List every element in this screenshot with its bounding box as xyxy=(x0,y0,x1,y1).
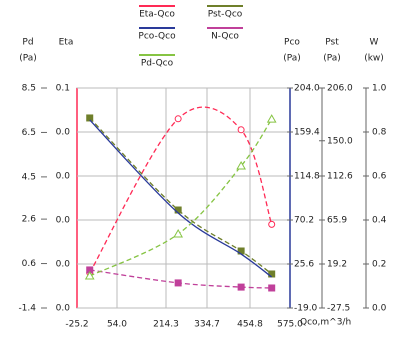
y-tick-label: 0.0 xyxy=(56,128,71,138)
y-tick-label: 114.8 xyxy=(294,172,320,182)
axis-title: Eta xyxy=(59,38,74,48)
y-tick-label: 6.5 xyxy=(22,128,36,138)
y-tick-label: 0.2 xyxy=(372,260,386,270)
data-point xyxy=(268,284,276,292)
y-tick-label: 0.1 xyxy=(56,84,70,94)
y-tick-label: -19.0 xyxy=(294,304,318,314)
y-tick-label: 0.0 xyxy=(56,172,71,182)
legend-label: Pco-Qco xyxy=(138,32,176,42)
y-tick-label: 4.5 xyxy=(22,172,36,182)
axis-unit: (Pa) xyxy=(19,54,37,64)
series-line xyxy=(89,269,272,289)
y-tick-label: 0.6 xyxy=(22,259,37,269)
data-point xyxy=(236,160,246,170)
y-tick-label: 1.0 xyxy=(372,84,387,94)
data-point xyxy=(237,247,245,255)
data-point xyxy=(173,228,184,238)
y-tick-label: 204.0 xyxy=(294,84,320,94)
axis-unit: (Pa) xyxy=(323,54,341,64)
y-tick-label: 159.4 xyxy=(294,128,320,138)
y-tick-label: 112.6 xyxy=(327,172,353,182)
y-tick-label: 65.9 xyxy=(327,216,347,226)
series-line xyxy=(89,117,273,275)
data-point xyxy=(174,115,182,123)
axis-title: W xyxy=(370,38,379,48)
data-point xyxy=(237,283,245,291)
x-tick-label: 334.7 xyxy=(194,320,220,330)
y-tick-label: 0.0 xyxy=(56,260,71,270)
data-point xyxy=(84,270,95,280)
data-point xyxy=(174,206,182,214)
y-tick-label: 25.6 xyxy=(294,260,314,270)
y-tick-label: 8.5 xyxy=(22,84,36,94)
axis-unit: (kw) xyxy=(364,54,384,64)
y-tick-label: 0.0 xyxy=(56,216,71,226)
y-tick-label: 0.4 xyxy=(372,216,387,226)
data-point xyxy=(268,220,276,228)
y-tick-label: 150.0 xyxy=(327,136,353,146)
x-tick-label: -25.2 xyxy=(65,320,88,330)
axis-title: Pco xyxy=(284,38,300,48)
legend-label: Pst-Qco xyxy=(208,10,243,20)
data-point xyxy=(266,114,277,123)
x-tick-label: 575.0 xyxy=(277,320,303,330)
x-axis-label: Qco,m^3/h xyxy=(300,318,351,328)
axis-title: Pst xyxy=(325,38,339,48)
x-tick-label: 214.3 xyxy=(153,320,179,330)
series-line xyxy=(89,119,273,278)
y-tick-label: 0.6 xyxy=(372,172,387,182)
data-point xyxy=(86,114,94,122)
data-point xyxy=(86,266,94,274)
data-point xyxy=(237,126,245,134)
legend-label: Pd-Qco xyxy=(141,59,174,69)
series-line xyxy=(89,118,273,277)
data-point xyxy=(268,270,276,278)
y-tick-label: -27.5 xyxy=(327,304,350,314)
x-tick-label: 454.8 xyxy=(237,320,263,330)
y-tick-label: 0.8 xyxy=(372,128,387,138)
y-tick-label: 206.0 xyxy=(327,84,353,94)
legend-label: N-Qco xyxy=(211,32,239,42)
y-tick-label: -1.4 xyxy=(18,304,36,314)
y-tick-label: 19.2 xyxy=(327,260,347,270)
axis-title: Pd xyxy=(22,38,33,48)
legend-label: Eta-Qco xyxy=(139,10,175,20)
y-tick-label: 2.6 xyxy=(22,215,37,225)
y-tick-label: 70.2 xyxy=(294,216,314,226)
data-point xyxy=(174,279,182,287)
y-tick-label: 0.0 xyxy=(56,304,71,314)
x-tick-label: 54.0 xyxy=(107,320,127,330)
series-line xyxy=(89,106,273,274)
axis-unit: (Pa) xyxy=(283,54,301,64)
y-tick-label: 0.0 xyxy=(372,304,387,314)
plot-area xyxy=(76,87,291,309)
